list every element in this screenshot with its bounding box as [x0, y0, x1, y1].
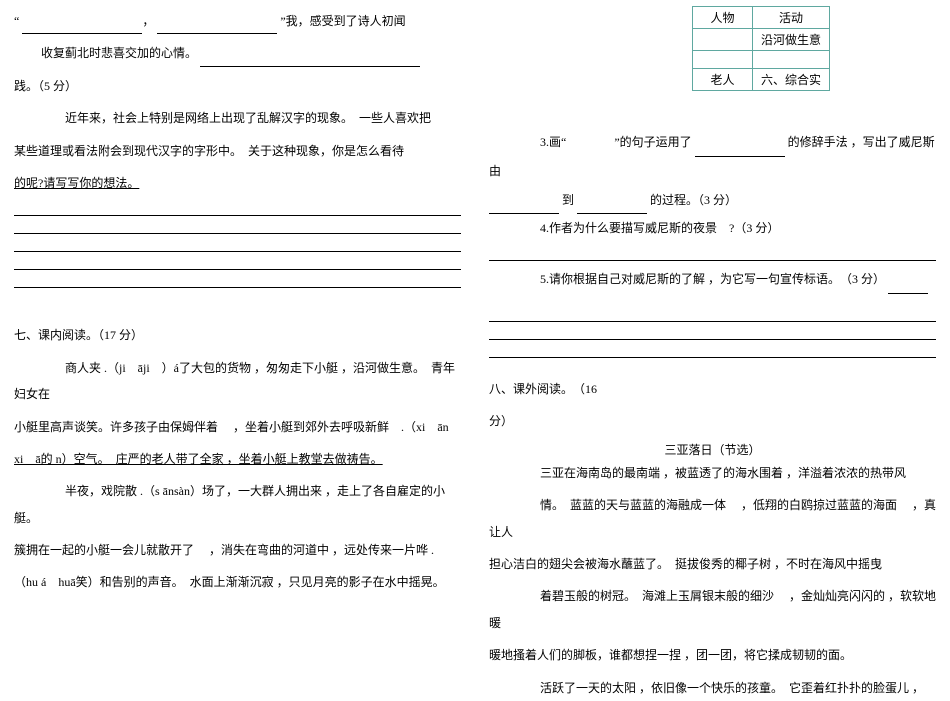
blank	[22, 21, 142, 34]
text: 活跃了一天的太阳 ，依旧像一个快乐的孩童。 它歪着红扑扑的脸蛋儿 ，	[540, 681, 924, 695]
q3-line1: 3.画“ ”的句子运用了 的修辞手法 ，写出了威尼斯由	[489, 128, 936, 186]
text: 的过程。（3 分）	[650, 193, 737, 207]
section-8-title: 八、课外阅读。 （16	[489, 376, 936, 402]
answer-line	[14, 238, 461, 252]
text: 情。 蓝蓝的天与蓝蓝的海融成一体 ，低翔的白鸥掠过蓝蓝的海面 ，真让人	[489, 498, 936, 538]
sec7-p2c: （hu á huā笑）和告别的声音。 水面上渐渐沉寂 ，只见月亮的影子在水中摇晃…	[14, 569, 461, 595]
story-p2: 担心洁白的翅尖会被海水蘸蓝了。 挺拔俊秀的椰子树 ，不时在海风中摇曳	[489, 551, 936, 577]
document-page: “ ， ”我，感受到了诗人初闻 收复蓟北时悲喜交加的心情。 践。（5 分） 近年…	[0, 0, 950, 657]
blank	[577, 201, 647, 214]
text: 4.作者为什么要描写威尼斯的夜景 ?（3 分）	[540, 221, 779, 235]
story-p1b: 情。 蓝蓝的天与蓝蓝的海融成一体 ，低翔的白鸥掠过蓝蓝的海面 ，真让人	[489, 492, 936, 545]
text: 商人夹 .（ji āji ）á了大包的货物 ，匆匆走下小艇 ，沿河做生意。 青年…	[14, 361, 455, 401]
text: 5.请你根据自己对威尼斯的了解 ，为它写一句宣传标语。 （3 分）	[540, 272, 885, 286]
table-wrap: 人物 活动 沿河做生意 老人 六、综合实	[692, 6, 830, 91]
text: 近年来，社会上特别是网络上出现了乱解汉字的现象。 一些人喜欢把	[65, 111, 431, 125]
practice-p2: 某些道理或看法附会到现代汉字的字形中。 关于这种现象，你是怎么看待	[14, 138, 461, 164]
table-header: 活动	[752, 7, 829, 29]
left-column: “ ， ”我，感受到了诗人初闻 收复蓟北时悲喜交加的心情。 践。（5 分） 近年…	[0, 0, 475, 657]
sec7-p1c: xi ā的 n）空气。 庄严的老人带了全家 ，坐着小艇上教堂去做祷告。	[14, 446, 461, 472]
quote-tail: ”我，感受到了诗人初闻	[280, 14, 405, 28]
text: 八、课外阅读。 （16	[489, 382, 597, 396]
blank	[888, 281, 928, 294]
text: 的呢?请写写你的想法。	[14, 176, 139, 190]
blank	[489, 201, 559, 214]
answer-line	[489, 308, 936, 322]
blank	[200, 54, 420, 67]
sec7-p2b: 簇拥在一起的小艇一会儿就散开了 ，消失在弯曲的河道中 ，远处传来一片哗 .	[14, 537, 461, 563]
story-p1: 三亚在海南岛的最南端 ，被蓝透了的海水围着 ，洋溢着浓浓的热带风	[489, 460, 936, 486]
table-header: 人物	[692, 7, 752, 29]
blank	[695, 144, 785, 157]
section-8-pts: 分）	[489, 408, 936, 434]
text: 到	[562, 193, 574, 207]
text: 三亚在海南岛的最南端 ，被蓝透了的海水围着 ，洋溢着浓浓的热带风	[540, 466, 906, 480]
sec7-p1b: 小艇里高声谈笑。许多孩子由保姆伴着 ，坐着小艇到郊外去呼吸新鲜 .（xi ān	[14, 414, 461, 440]
text: 半夜，戏院散 .（s ānsàn）场了，一大群人拥出来 ，走上了各自雇定的小艇。	[14, 484, 445, 524]
q5: 5.请你根据自己对威尼斯的了解 ，为它写一句宣传标语。 （3 分）	[489, 265, 936, 294]
q4: 4.作者为什么要描写威尼斯的夜景 ?（3 分）	[489, 214, 936, 243]
text: 3.画“ ”的句子运用了	[540, 135, 692, 149]
table-cell: 沿河做生意	[752, 29, 829, 51]
answer-line	[14, 220, 461, 234]
story-p3: 着碧玉般的树冠。 海滩上玉屑银末般的细沙 ，金灿灿亮闪闪的 ，软软地暖	[489, 583, 936, 636]
blank	[157, 21, 277, 34]
sec7-p2a: 半夜，戏院散 .（s ānsàn）场了，一大群人拥出来 ，走上了各自雇定的小艇。	[14, 478, 461, 531]
quote-line: “ ， ”我，感受到了诗人初闻	[14, 8, 461, 34]
practice-p3: 的呢?请写写你的想法。	[14, 170, 461, 196]
story-p4: 暖地搔着人们的脚板，谁都想捏一捏 ，团一团，将它揉成韧韧的面。	[489, 642, 936, 668]
answer-line	[14, 202, 461, 216]
answer-line	[489, 326, 936, 340]
answer-line	[14, 274, 461, 288]
table-cell	[692, 29, 752, 51]
table-cell: 老人	[692, 69, 752, 91]
sec7-p1a: 商人夹 .（ji āji ）á了大包的货物 ，匆匆走下小艇 ，沿河做生意。 青年…	[14, 355, 461, 408]
answer-line	[489, 344, 936, 358]
table-cell	[692, 51, 752, 69]
open-quote: “	[14, 14, 19, 28]
answer-line	[14, 256, 461, 270]
table-cell	[752, 51, 829, 69]
story-p5: 活跃了一天的太阳 ，依旧像一个快乐的孩童。 它歪着红扑扑的脸蛋儿 ，	[489, 675, 936, 701]
right-column: 人物 活动 沿河做生意 老人 六、综合实 3.画“	[475, 0, 950, 657]
q3-line2: 到 的过程。（3 分）	[489, 186, 936, 215]
text: 收复蓟北时悲喜交加的心情。	[41, 46, 197, 60]
practice-heading: 践。（5 分）	[14, 73, 461, 99]
line2: 收复蓟北时悲喜交加的心情。	[14, 40, 461, 66]
table-cell: 六、综合实	[752, 69, 829, 91]
answer-line	[489, 247, 936, 261]
section-7-title: 七、课内阅读。（17 分）	[14, 322, 461, 348]
story-title: 三亚落日（节选）	[489, 441, 936, 458]
activity-table: 人物 活动 沿河做生意 老人 六、综合实	[692, 6, 830, 91]
text: 着碧玉般的树冠。 海滩上玉屑银末般的细沙 ，金灿灿亮闪闪的 ，软软地暖	[489, 589, 936, 629]
practice-p1: 近年来，社会上特别是网络上出现了乱解汉字的现象。 一些人喜欢把	[14, 105, 461, 131]
